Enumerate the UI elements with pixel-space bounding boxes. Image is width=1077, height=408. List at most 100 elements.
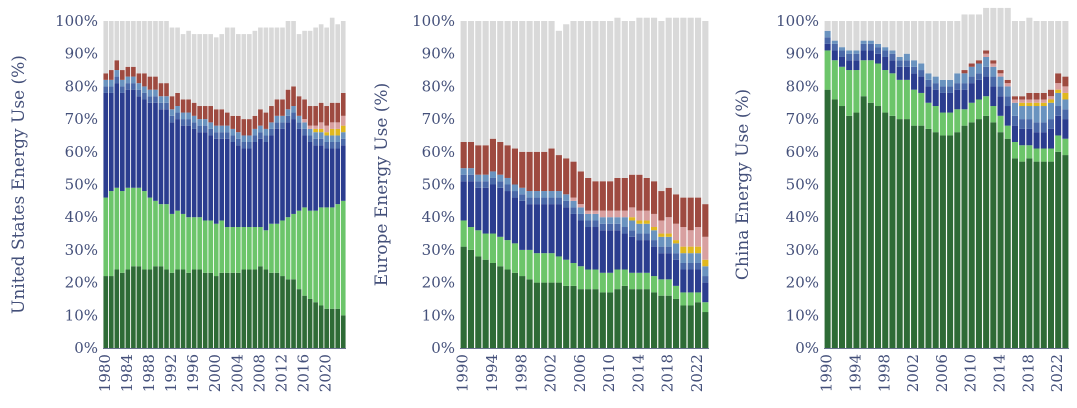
bar-segment-light_green [824, 50, 831, 90]
bar-segment-grey [903, 21, 910, 54]
bar-segment-grey [224, 27, 230, 113]
bar-segment-mid_blue [629, 230, 636, 237]
bar-segment-brown [313, 106, 318, 126]
bar-segment-grey [607, 21, 614, 182]
bar-segment-dark_green [191, 269, 197, 348]
bar-segment-light_green [120, 191, 125, 273]
bar-segment-mid_blue [230, 135, 236, 142]
bar-segment-brown [125, 66, 131, 77]
bar-segment-brown [672, 194, 680, 224]
bar-segment-steel_blue [846, 50, 853, 54]
bar-segment-steel_blue [643, 223, 650, 234]
bar-segment-grey [219, 34, 225, 110]
bar-segment-mid_blue [1055, 106, 1062, 116]
bar-segment-pink [687, 230, 694, 247]
x-tick-label: 1992 [162, 354, 180, 392]
y-tick-label: 50% [786, 176, 819, 194]
bar-segment-steel_blue [636, 223, 643, 234]
bar-segment-brown [489, 138, 497, 172]
bar-segment-mid_blue [1019, 119, 1026, 129]
bar-segment-mid_blue [142, 92, 147, 100]
bar-segment-grey [291, 21, 296, 87]
x-tick-label: 2022 [688, 354, 706, 392]
bar-segment-grey [665, 17, 672, 188]
bar-segment-mid_blue [103, 86, 109, 93]
bar-segment-mid_blue [131, 83, 136, 90]
bar-segment-mid_blue [939, 86, 946, 93]
bar-segment-dark_green [460, 246, 467, 348]
bar-segment-pink [599, 210, 606, 218]
bar-segment-light_green [241, 227, 247, 270]
bar-segment-pink [672, 223, 680, 241]
bar-segment-mid_blue [607, 223, 614, 231]
bar-segment-steel_blue [202, 119, 208, 126]
bar-segment-steel_blue [1040, 106, 1047, 123]
bar-segment-grey [125, 21, 131, 67]
bar-segment-pink [340, 115, 346, 126]
bar-segment-light_green [180, 213, 186, 270]
bar-segment-pink [313, 125, 318, 129]
bar-segment-mid_blue [274, 122, 280, 129]
bar-segment-mid_blue [975, 73, 982, 80]
bar-segment-grey [235, 34, 241, 116]
bar-segment-mid_blue [169, 115, 175, 123]
bar-segment-brown [526, 151, 533, 192]
bar-segment-light_green [318, 207, 324, 306]
bar-segment-light_green [258, 227, 263, 267]
y-tick-label: 10% [786, 306, 819, 324]
bar-segment-brown [136, 73, 142, 84]
bar-segment-grey [340, 21, 346, 93]
bar-segment-navy [1011, 125, 1018, 142]
y-tick-label: 60% [422, 143, 455, 161]
bar-segment-steel_blue [860, 40, 867, 44]
bar-segment-dark_green [846, 115, 853, 348]
bar-segment-yellow [1019, 102, 1026, 107]
bar-segment-steel_blue [219, 125, 225, 133]
bar-segment-brown [555, 155, 562, 192]
bar-segment-dark_green [954, 132, 961, 348]
bar-segment-light_green [482, 233, 489, 260]
bar-segment-steel_blue [252, 128, 258, 136]
bar-segment-pink [680, 227, 687, 247]
bar-segment-grey [247, 34, 252, 120]
bar-segment-dark_green [186, 272, 191, 348]
bar-segment-navy [968, 83, 975, 103]
bar-segment-light_green [280, 220, 285, 277]
bar-segment-navy [592, 227, 599, 270]
bar-segment-brown [213, 109, 219, 126]
bar-segment-mid_blue [968, 76, 975, 84]
bar-segment-steel_blue [961, 73, 968, 84]
bar-segment-navy [621, 233, 628, 270]
x-tick-label: 1996 [184, 354, 202, 392]
bar-segment-light_green [1011, 141, 1018, 159]
bar-segment-dark_green [274, 272, 280, 348]
bar-segment-dark_green [1033, 161, 1040, 348]
bar-segment-light_green [838, 66, 846, 107]
bar-segment-mid_blue [263, 135, 269, 142]
bar-segment-mid_blue [291, 112, 296, 120]
bar-segment-brown [280, 99, 285, 116]
bar-segment-dark_green [280, 276, 285, 348]
bar-segment-steel_blue [136, 83, 142, 90]
bar-segment-dark_green [961, 125, 968, 348]
bar-segment-navy [340, 145, 346, 201]
bar-segment-mid_blue [180, 119, 186, 126]
bar-segment-steel_blue [570, 200, 577, 208]
bar-segment-steel_blue [191, 115, 197, 123]
bar-segment-yellow [318, 128, 324, 133]
bar-segment-dark_green [475, 256, 482, 348]
bar-segment-dark_green [158, 266, 164, 348]
bar-segment-pink [629, 207, 636, 218]
bar-segment-brown [983, 50, 990, 54]
y-tick-label: 20% [422, 274, 455, 292]
bar-segment-brown [651, 181, 658, 214]
bar-segment-mid_blue [302, 128, 307, 136]
bar-segment-grey [975, 14, 982, 61]
bar-segment-navy [224, 138, 230, 228]
bar-segment-grey [136, 21, 142, 74]
bar-segment-light_green [158, 204, 164, 267]
bar-segment-mid_blue [526, 197, 533, 205]
bar-segment-mid_blue [125, 83, 131, 90]
bar-segment-navy [570, 213, 577, 263]
bar-segment-brown [636, 174, 643, 211]
